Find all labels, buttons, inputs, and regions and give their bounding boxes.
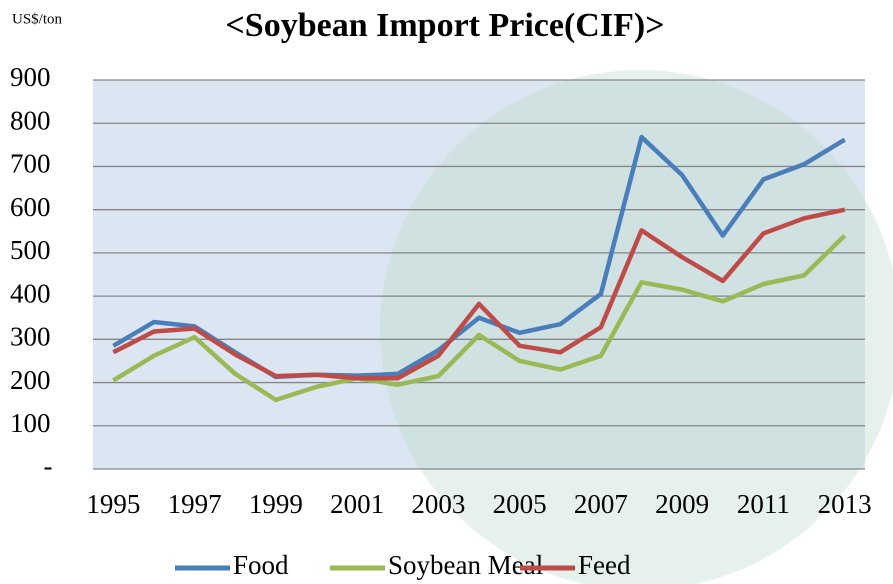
y-tick-label: 700 [10,149,51,179]
y-tick-label: - [44,451,53,481]
x-tick-label: 2005 [493,489,547,519]
x-tick-label: 2013 [818,489,872,519]
x-tick-label: 2011 [737,489,790,519]
chart-title: <Soybean Import Price(CIF)> [225,7,664,44]
legend-label: Feed [578,550,631,580]
y-tick-label: 800 [10,105,51,135]
x-tick-label: 2001 [330,489,384,519]
x-tick-label: 2009 [655,489,709,519]
y-unit: US$/ton [12,11,63,27]
legend-label: Soybean Meal [388,550,543,580]
y-tick-label: 200 [10,365,51,395]
x-tick-label: 1999 [249,489,303,519]
x-tick-label: 1997 [168,489,222,519]
x-tick-label: 2007 [574,489,628,519]
chart: US$/ton <Soybean Import Price(CIF)> - 100… [0,0,893,584]
y-tick-label: 600 [10,192,51,222]
y-tick-label: 300 [10,322,51,352]
y-tick-label: 400 [10,278,51,308]
x-tick-label: 2003 [411,489,465,519]
x-tick-label: 1995 [86,489,140,519]
y-tick-label: 900 [10,62,51,92]
y-tick-label: 500 [10,235,51,265]
legend-label: Food [233,550,289,580]
y-tick-label: 100 [10,408,51,438]
